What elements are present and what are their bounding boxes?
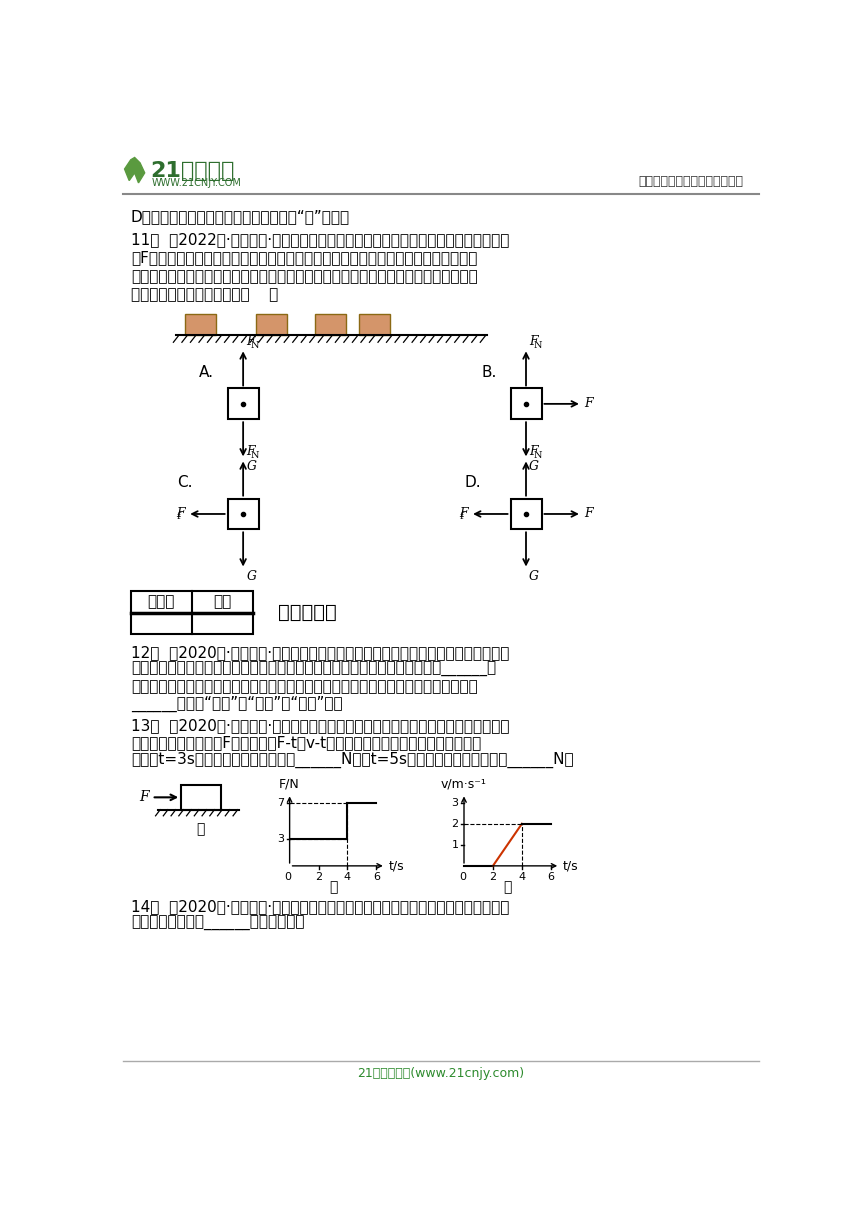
- Text: 6: 6: [547, 872, 555, 882]
- Text: F: F: [584, 398, 593, 410]
- Text: v/m·s⁻¹: v/m·s⁻¹: [441, 777, 487, 790]
- Bar: [228, 499, 259, 529]
- Text: G: G: [529, 570, 539, 584]
- Text: N: N: [251, 451, 260, 460]
- Bar: [181, 786, 221, 810]
- Bar: [185, 314, 216, 336]
- Text: F/N: F/N: [280, 777, 300, 790]
- Text: 知，当t=3s时，物体受到的摩擦力是______N；当t=5s时，物体受到的摩擦力是______N。: 知，当t=3s时，物体受到的摩擦力是______N；当t=5s时，物体受到的摩擦…: [131, 751, 574, 769]
- Text: 得分: 得分: [213, 595, 231, 609]
- Text: 像是指相机闪光灯在相等时间内闪亮一次，拍摄下此时木块的位置。图中能表示照片中: 像是指相机闪光灯在相等时间内闪亮一次，拍摄下此时木块的位置。图中能表示照片中: [131, 269, 477, 285]
- Text: N: N: [534, 451, 543, 460]
- Bar: [228, 388, 259, 420]
- Text: f: f: [176, 512, 181, 520]
- Text: F: F: [246, 445, 255, 457]
- Text: 3: 3: [452, 798, 458, 807]
- Text: 0: 0: [285, 872, 292, 882]
- Text: 丙: 丙: [503, 879, 512, 894]
- Text: G: G: [246, 460, 256, 473]
- Text: 乙: 乙: [329, 879, 337, 894]
- Text: D．干燥的天气里，化纤布料的衣服容易“粘”在身上: D．干燥的天气里，化纤布料的衣服容易“粘”在身上: [131, 209, 350, 224]
- Text: F: F: [176, 507, 185, 520]
- Text: F: F: [529, 445, 538, 457]
- Text: A.: A.: [199, 365, 214, 381]
- Text: F: F: [139, 790, 149, 804]
- Text: G: G: [529, 460, 539, 473]
- Text: B.: B.: [482, 365, 497, 381]
- Text: N: N: [534, 340, 543, 350]
- Text: 2: 2: [489, 872, 496, 882]
- Text: F: F: [459, 507, 468, 520]
- Text: 痕，这是因为铁的______比石蜡的大。: 痕，这是因为铁的______比石蜡的大。: [131, 916, 304, 931]
- Text: 21世纪教育网(www.21cnjy.com): 21世纪教育网(www.21cnjy.com): [357, 1066, 525, 1080]
- Text: 7: 7: [277, 798, 284, 807]
- Text: 评卷人: 评卷人: [148, 595, 175, 609]
- Bar: [359, 314, 390, 336]
- Text: 二、填空题: 二、填空题: [278, 603, 337, 623]
- Text: t/s: t/s: [389, 860, 404, 872]
- Text: 4: 4: [344, 872, 351, 882]
- Text: 0: 0: [459, 872, 466, 882]
- Text: 2: 2: [452, 818, 458, 829]
- Text: 12．  （2020春·江苏无锡·八年级统考期中）用天平称一个塑料瓶的质量，然后将其剪: 12． （2020春·江苏无锡·八年级统考期中）用天平称一个塑料瓶的质量，然后将…: [131, 644, 509, 660]
- Text: 1: 1: [452, 840, 458, 850]
- Text: 甲: 甲: [196, 822, 205, 835]
- Text: 的木块所受力的示意图的是（    ）: 的木块所受力的示意图的是（ ）: [131, 288, 278, 303]
- Text: G: G: [246, 570, 256, 584]
- Bar: [256, 314, 287, 336]
- Polygon shape: [125, 157, 144, 182]
- Text: 关；若在月球表面上用天平测同一个塑料瓶的质量，则读数跟在学校实验室的读数相比: 关；若在月球表面上用天平测同一个塑料瓶的质量，则读数跟在学校实验室的读数相比: [131, 679, 477, 694]
- Text: 2: 2: [315, 872, 322, 882]
- Bar: [316, 314, 347, 336]
- Text: 碎放到天平上称量，比较两次测量结果发现测量值相等，这说明物体的质量与______无: 碎放到天平上称量，比较两次测量结果发现测量值相等，这说明物体的质量与______…: [131, 662, 496, 677]
- Text: 6: 6: [373, 872, 380, 882]
- Text: 21世纪教育: 21世纪教育: [150, 162, 235, 181]
- Text: 11．  （2022春·江苏南京·八年级南京市第二十九中学校考期中）在一个水平桌面上用: 11． （2022春·江苏南京·八年级南京市第二十九中学校考期中）在一个水平桌面…: [131, 232, 509, 247]
- Text: 3: 3: [277, 834, 284, 844]
- Text: ______（选填“变大”、“变小”或“不变”）。: ______（选填“变大”、“变小”或“不变”）。: [131, 696, 342, 711]
- Text: D.: D.: [464, 475, 481, 490]
- Text: 4: 4: [519, 872, 525, 882]
- Text: t/s: t/s: [563, 860, 579, 872]
- Text: F: F: [246, 334, 255, 348]
- Text: 13．  （2020春·江苏无锡·八年级统考期中）如图甲所示，放在水平地面上的物体，受: 13． （2020春·江苏无锡·八年级统考期中）如图甲所示，放在水平地面上的物体…: [131, 717, 509, 733]
- Bar: [511, 388, 542, 420]
- Text: 14．  （2020春·江苏宿迁·八年级沭阳县修远中学校考期中）铁钉可以在石蜡上留下刻: 14． （2020春·江苏宿迁·八年级沭阳县修远中学校考期中）铁钉可以在石蜡上留…: [131, 899, 509, 914]
- Text: F: F: [584, 507, 593, 520]
- Text: F: F: [529, 334, 538, 348]
- Text: WWW.21CNJY.COM: WWW.21CNJY.COM: [151, 179, 242, 188]
- Bar: [131, 591, 253, 634]
- Text: f: f: [459, 512, 464, 520]
- Text: 到方向不变的水平拉力F的作用，其F-t和v-t图像分别如图乙、图丙所示，由图像可: 到方向不变的水平拉力F的作用，其F-t和v-t图像分别如图乙、图丙所示，由图像可: [131, 734, 481, 750]
- Text: 中小学教育资源及组卷应用平台: 中小学教育资源及组卷应用平台: [638, 175, 743, 188]
- Text: 力F推木块后，木块离手向右做直线运动，部分运动轨迹的频闪摄影照片如图，频闪摄: 力F推木块后，木块离手向右做直线运动，部分运动轨迹的频闪摄影照片如图，频闪摄: [131, 250, 477, 265]
- Text: C.: C.: [177, 475, 193, 490]
- Bar: [511, 499, 542, 529]
- Text: N: N: [251, 340, 260, 350]
